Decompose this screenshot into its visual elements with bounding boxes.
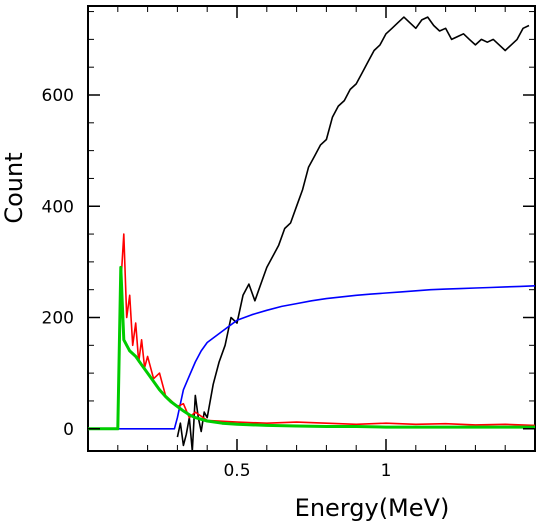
x-axis-title: Energy(MeV) (295, 494, 450, 522)
x-tick-label: 1 (381, 461, 392, 481)
y-axis-title: Count (0, 152, 28, 223)
x-tick-label: 0.5 (223, 461, 250, 481)
spectrum-line-blue (88, 285, 535, 430)
y-tick-label: 200 (42, 309, 74, 329)
spectrum-line-green (88, 265, 535, 431)
y-tick-label: 0 (63, 420, 74, 440)
series-layer (88, 16, 535, 451)
ticks-layer: 0 200 400 600 0.5 1 (42, 6, 535, 481)
spectrum-line-red (88, 233, 535, 430)
spectrum-line-black (176, 16, 530, 451)
plot-frame (87, 5, 536, 452)
y-tick-label: 400 (42, 197, 74, 217)
y-tick-label: 600 (42, 86, 74, 106)
